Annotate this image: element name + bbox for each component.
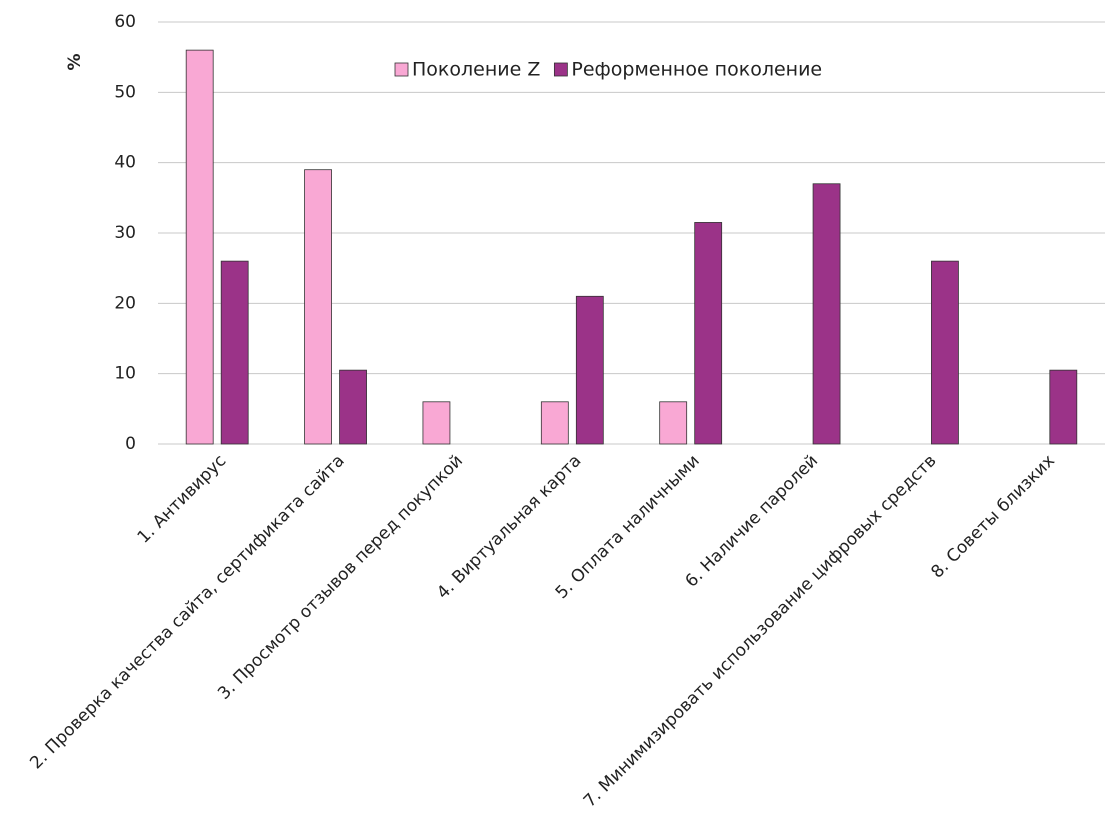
- bar: [422, 401, 451, 445]
- legend-swatch: [553, 62, 568, 77]
- bar: [540, 401, 569, 445]
- bar: [339, 369, 367, 445]
- bar: [220, 260, 249, 445]
- y-tick-label: 20: [114, 293, 136, 313]
- y-tick-label: 30: [114, 223, 136, 243]
- bar: [185, 49, 214, 445]
- x-tick-label: 1. Антивирус: [134, 451, 231, 548]
- legend-label: Реформенное поколение: [571, 59, 822, 81]
- y-tick-label: 40: [114, 153, 136, 173]
- x-tick-label: 8. Советы близких: [927, 451, 1058, 582]
- legend-label: Поколение Z: [412, 59, 540, 81]
- y-tick-label: 0: [125, 434, 136, 454]
- bar: [659, 401, 688, 445]
- y-tick-label: 10: [114, 364, 136, 384]
- y-tick-label: 50: [114, 82, 136, 102]
- y-tick-label: 60: [114, 12, 136, 32]
- x-tick-label: 3. Просмотр отзывов перед покупкой: [214, 451, 467, 704]
- legend-swatch: [394, 62, 409, 77]
- bar: [812, 183, 841, 445]
- bar: [694, 222, 723, 445]
- bar: [931, 260, 959, 445]
- bar: [304, 169, 332, 445]
- x-tick-label: 6. Наличие паролей: [682, 451, 823, 592]
- bar: [575, 295, 604, 445]
- y-axis-label: %: [65, 53, 85, 70]
- bar: [1049, 369, 1078, 445]
